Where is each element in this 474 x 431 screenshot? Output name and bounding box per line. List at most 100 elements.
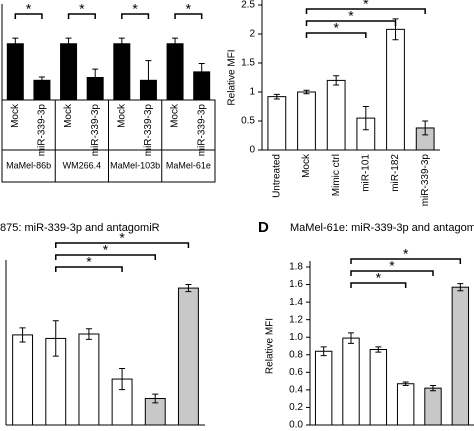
bar bbox=[297, 91, 316, 151]
error-bar bbox=[422, 120, 429, 136]
chart-title: 875: miR-339-3p and antagomiR bbox=[0, 222, 160, 234]
error-bar bbox=[12, 37, 19, 50]
x-tick-label: miR-339-3p bbox=[420, 154, 431, 207]
error-bar bbox=[348, 332, 354, 344]
y-tick-label: 2.5 bbox=[241, 0, 255, 11]
bar bbox=[451, 286, 470, 426]
group-label: WM266.4 bbox=[63, 160, 102, 170]
bar bbox=[326, 79, 346, 151]
significance-label: * bbox=[363, 0, 369, 12]
error-bar bbox=[152, 393, 159, 404]
y-tick-label: 1.2 bbox=[289, 314, 303, 325]
error-bar bbox=[85, 328, 92, 340]
y-axis-label: Relative MFI bbox=[265, 318, 276, 374]
significance-label: * bbox=[132, 1, 138, 17]
x-tick-label: Untreated bbox=[271, 154, 282, 198]
significance-bracket bbox=[350, 258, 462, 264]
bar bbox=[342, 337, 360, 426]
x-tick-label: miR-182 bbox=[390, 154, 401, 192]
bar bbox=[12, 334, 34, 426]
significance-bracket bbox=[174, 13, 203, 19]
error-bar bbox=[119, 367, 126, 391]
x-tick-label: Mock bbox=[10, 103, 21, 128]
group-label: MaMel-61e bbox=[166, 160, 211, 170]
y-tick-label: 0.2 bbox=[289, 402, 303, 413]
error-bar bbox=[273, 93, 280, 100]
error-bar bbox=[375, 346, 382, 353]
error-bar bbox=[430, 385, 436, 392]
significance-bracket bbox=[55, 242, 190, 248]
bar bbox=[314, 350, 333, 426]
y-tick-label: 0.4 bbox=[289, 385, 303, 396]
x-tick-label: miR-339-3p bbox=[143, 104, 154, 157]
x-tick-label: miR-339-3p bbox=[37, 104, 48, 157]
panel-label: D bbox=[258, 219, 269, 236]
significance-label: * bbox=[389, 258, 395, 274]
y-tick-label: 0.6 bbox=[289, 367, 303, 378]
y-tick-label: 1.5 bbox=[241, 58, 255, 69]
significance-label: * bbox=[103, 242, 109, 258]
y-tick-label: 1.0 bbox=[289, 332, 303, 343]
x-tick-label: Mock bbox=[116, 103, 127, 128]
error-bar bbox=[92, 68, 99, 87]
significance-bracket bbox=[67, 13, 96, 19]
error-bar bbox=[402, 381, 409, 386]
y-tick-label: 1 bbox=[249, 87, 255, 98]
bar bbox=[424, 387, 442, 426]
significance-label: * bbox=[26, 1, 32, 17]
bar bbox=[113, 43, 131, 101]
bar bbox=[369, 349, 388, 426]
bar bbox=[386, 28, 405, 151]
significance-label: * bbox=[348, 8, 354, 24]
bar bbox=[267, 96, 287, 151]
error-bar bbox=[320, 346, 327, 357]
significance-label: * bbox=[333, 20, 339, 36]
error-bar bbox=[185, 284, 192, 293]
x-tick-label: miR-339-3p bbox=[196, 104, 207, 157]
error-bar bbox=[52, 320, 59, 357]
significance-bracket bbox=[55, 266, 123, 272]
error-bar bbox=[172, 37, 179, 50]
significance-bracket bbox=[305, 8, 426, 14]
error-bar bbox=[362, 106, 369, 131]
x-tick-label: Mock bbox=[301, 153, 312, 178]
significance-bracket bbox=[350, 270, 434, 276]
significance-bracket bbox=[305, 20, 397, 26]
error-bar bbox=[333, 75, 340, 86]
x-tick-label: Mimic ctrl bbox=[331, 154, 342, 196]
bar bbox=[6, 43, 24, 101]
y-tick-label: 1.8 bbox=[289, 262, 303, 273]
error-bar bbox=[303, 89, 310, 95]
y-tick-label: 0.8 bbox=[289, 349, 303, 360]
significance-bracket bbox=[55, 254, 156, 260]
bar bbox=[177, 287, 199, 426]
significance-bracket bbox=[350, 282, 407, 288]
bar bbox=[396, 383, 415, 426]
x-tick-label: miR-339-3p bbox=[90, 104, 101, 157]
error-bar bbox=[65, 37, 72, 50]
x-tick-label: Mock bbox=[170, 103, 181, 128]
error-bar bbox=[457, 283, 464, 292]
bar bbox=[78, 333, 100, 426]
x-tick-label: miR-101 bbox=[360, 154, 371, 192]
significance-label: * bbox=[119, 230, 125, 246]
group-label: MaMel-103b bbox=[110, 160, 160, 170]
error-bar bbox=[118, 37, 125, 50]
bar bbox=[166, 43, 184, 101]
y-tick-label: 1.6 bbox=[289, 279, 303, 290]
significance-label: * bbox=[403, 246, 409, 262]
significance-bracket bbox=[14, 13, 43, 19]
chart-title: MaMel-61e: miR-339-3p and antagomiR bbox=[290, 222, 474, 234]
significance-label: * bbox=[79, 1, 85, 17]
significance-label: * bbox=[186, 1, 192, 17]
significance-bracket bbox=[305, 32, 367, 38]
y-tick-label: 2 bbox=[249, 29, 255, 40]
significance-label: * bbox=[376, 270, 382, 286]
y-axis-label: Relative MFI bbox=[227, 49, 238, 105]
y-tick-label: 0 bbox=[249, 145, 255, 156]
y-tick-label: 0.0 bbox=[289, 420, 303, 431]
y-tick-label: 0.5 bbox=[241, 116, 255, 127]
significance-bracket bbox=[121, 13, 150, 19]
error-bar bbox=[198, 62, 205, 81]
